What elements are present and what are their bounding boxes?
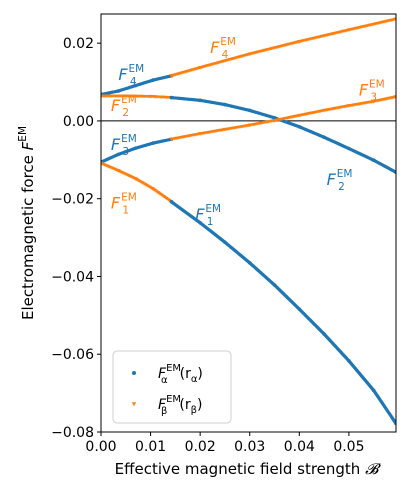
curve-label-1: FEM 4 [118, 63, 144, 88]
series-curve-3-segment-2 [169, 95, 396, 142]
series-curve-2 [101, 94, 396, 175]
legend-label: FEM β (rβ) [158, 394, 202, 417]
y-tick-label: 0.02 [63, 36, 94, 52]
curve-label-5: FEM 4 [210, 36, 236, 61]
x-tick-label: 0.02 [185, 439, 216, 455]
legend: FEM α (rα) FEM β (rβ) [112, 350, 232, 424]
x-tick-label: 0.03 [234, 439, 265, 455]
legend-label: FEM α (rα) [158, 363, 203, 386]
curve-label-8: FEM 1 [195, 203, 221, 228]
legend-box [112, 350, 232, 424]
legend-marker [131, 402, 137, 407]
series-curve-2-segment-2 [169, 95, 396, 175]
y-tick-label: −0.08 [51, 425, 94, 441]
curve-labels: FEM 4 FEM 2 FEM 3 FEM 1 FEM 4 FEM 3 FEM 2 FEM 1 [111, 36, 385, 228]
series-curve-1-segment-2 [169, 200, 396, 426]
series-curve-4 [101, 17, 396, 97]
series-curve-2-segment-1 [101, 94, 174, 100]
y-axis-label: Electromagnetic force FEM [17, 126, 37, 320]
x-axis-label: Effective magnetic field strength 𝓑 [115, 460, 381, 478]
series-curve-3 [101, 95, 396, 164]
plot-frame [100, 13, 397, 433]
series-curve-4-segment-2 [169, 17, 396, 78]
x-tick-label: 0.00 [85, 439, 116, 455]
curve-label-2: FEM 2 [111, 94, 137, 119]
curve-label-3: FEM 3 [111, 133, 137, 158]
curve-label-4: FEM 1 [111, 191, 137, 216]
x-tick-label: 0.05 [333, 439, 364, 455]
curve-label-7: FEM 2 [327, 168, 353, 193]
x-tick-label: 0.04 [284, 439, 315, 455]
series-curve-1 [101, 161, 396, 426]
y-tick-label: 0.00 [63, 114, 94, 130]
legend-marker [132, 371, 136, 375]
y-tick-label: −0.02 [51, 192, 94, 208]
y-tick-label: −0.04 [51, 269, 94, 285]
chart-marks [101, 17, 396, 426]
y-tick-label: −0.06 [51, 347, 94, 363]
axes: 0.00 0.01 0.02 0.03 0.04 0.05 −0.08 −0.06 −0.04 −… [17, 13, 397, 478]
curve-label-6: FEM 3 [359, 79, 385, 104]
x-tick-label: 0.01 [135, 439, 166, 455]
